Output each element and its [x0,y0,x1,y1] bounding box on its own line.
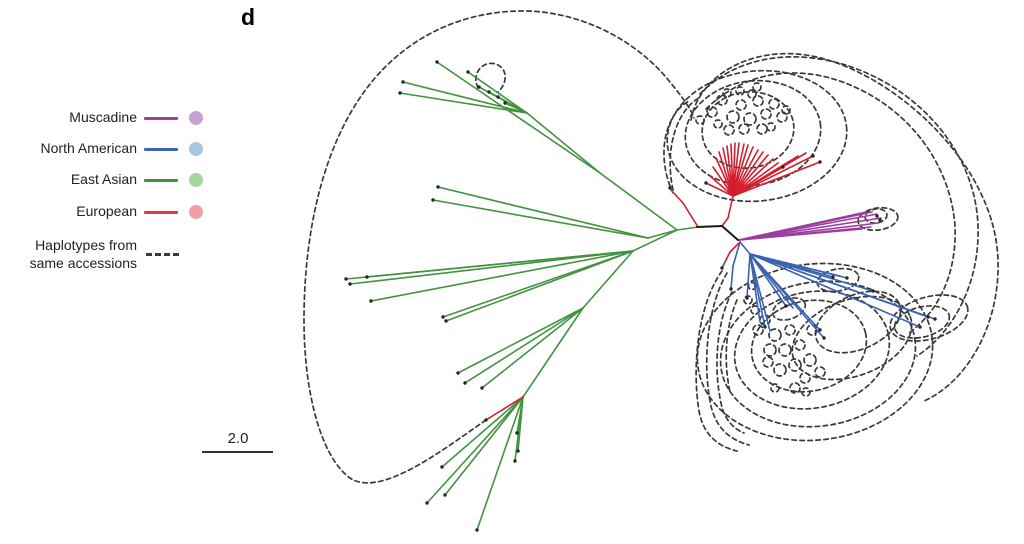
muscadine-branches [738,211,882,241]
backbone [696,225,739,241]
legend-row-european: European [0,202,210,222]
european-dot-swatch [189,205,203,219]
legend-row-east-asian: East Asian [0,170,210,190]
legend-label-muscadine: Muscadine [69,109,137,125]
muscadine-line-swatch [144,117,178,120]
north-american-dot-swatch [189,142,203,156]
scale-bar-line [202,451,273,453]
legend-label-haplotypes-line1: Haplotypes from [35,237,137,253]
legend-row-north-american: North American [0,139,210,159]
tip-dots [344,60,937,532]
legend-label-haplotypes: Haplotypes from same accessions [0,236,137,272]
east-asian-line-swatch [144,179,178,182]
muscadine-dot-swatch [189,111,203,125]
legend-label-haplotypes-line2: same accessions [29,255,137,271]
european-branches [485,142,821,421]
legend-label-east-asian: East Asian [70,171,137,187]
east-asian-dot-swatch [189,173,203,187]
scale-bar-label: 2.0 [227,430,249,447]
european-line-swatch [144,211,178,214]
east-asian-branches [345,61,699,531]
panel-label: d [241,4,256,30]
north-american-branches [669,187,936,339]
legend-row-haplotypes: Haplotypes from same accessions [0,237,210,271]
north-american-line-swatch [144,148,178,151]
haplotype-dash-swatch [146,253,179,256]
haplotype-loops [303,10,999,484]
legend-label-north-american: North American [40,140,137,156]
legend-row-muscadine: Muscadine [0,108,210,128]
scale-bar: 2.0 [202,430,274,456]
legend-label-european: European [76,203,137,219]
